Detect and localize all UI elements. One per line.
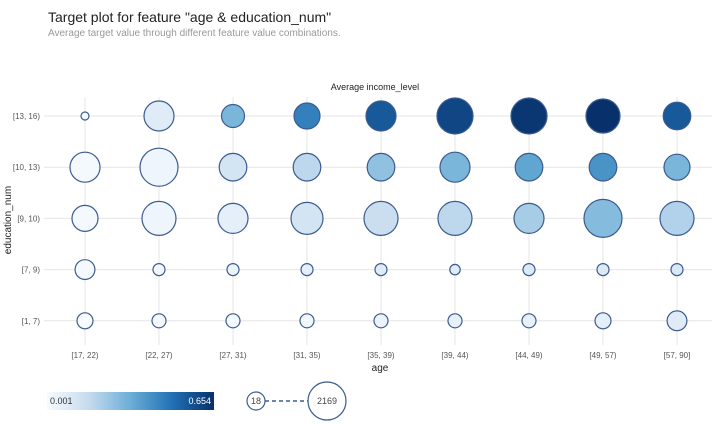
panel-title: Average income_level [331, 82, 419, 92]
bubble [514, 152, 544, 182]
bubble [521, 313, 537, 329]
bubble [293, 102, 321, 130]
bubble [300, 263, 314, 277]
bubble [76, 312, 94, 330]
bubble [374, 263, 388, 277]
color-legend-max: 0.654 [188, 396, 211, 406]
size-legend-max-circle [307, 381, 347, 421]
bubble [139, 147, 179, 187]
x-tick-label: [57, 90] [664, 351, 691, 360]
bubble [220, 103, 246, 129]
bubble [218, 152, 248, 182]
bubble [366, 152, 396, 182]
bubble [363, 200, 399, 236]
color-legend-bar [47, 392, 214, 410]
bubble [373, 313, 389, 329]
bubble [69, 151, 101, 183]
bubble [522, 263, 536, 277]
y-tick-label: [10, 13) [13, 163, 40, 172]
bubble [217, 202, 249, 234]
chart-title: Target plot for feature "age & education… [48, 9, 332, 25]
bubble [290, 201, 324, 235]
bubble [71, 204, 99, 232]
bubble [436, 97, 474, 135]
bubble [513, 202, 545, 234]
bubble [588, 152, 618, 182]
y-tick-label: [13, 16) [13, 112, 40, 121]
x-tick-label: [22, 27) [145, 351, 172, 360]
bubble [225, 313, 241, 329]
size-legend-max: 2169 [317, 396, 337, 406]
bubble [151, 313, 167, 329]
x-tick-label: [17, 22) [71, 351, 98, 360]
bubble [596, 263, 610, 277]
bubble [594, 312, 612, 330]
x-tick-label: [31, 35) [293, 351, 320, 360]
y-tick-label: [1, 7) [22, 317, 41, 326]
bubble [226, 263, 240, 277]
x-tick-label: [35, 39) [367, 351, 394, 360]
bubble [666, 310, 688, 332]
bubble [659, 200, 695, 236]
bubble [585, 98, 621, 134]
x-tick-label: [39, 44) [441, 351, 468, 360]
bubble [143, 100, 175, 132]
size-legend-min-circle [246, 391, 266, 411]
bubble [152, 263, 166, 277]
color-legend-min: 0.001 [50, 396, 73, 406]
bubble [449, 263, 461, 276]
bubble [292, 152, 322, 182]
bubble [510, 97, 548, 135]
y-axis-label: education_num [3, 186, 14, 254]
bubble [365, 100, 397, 132]
y-tick-label: [7, 9) [22, 266, 41, 275]
bubble [439, 151, 471, 183]
bubble [141, 200, 177, 236]
size-legend-min: 18 [251, 396, 261, 406]
x-tick-label: [44, 49) [515, 351, 542, 360]
bubble [80, 111, 90, 121]
x-axis-label: age [372, 363, 389, 374]
bubble [662, 101, 692, 131]
x-tick-label: [49, 57) [589, 351, 616, 360]
bubble [437, 200, 473, 236]
bubble [447, 313, 463, 329]
bubble [670, 263, 684, 277]
bubble [583, 198, 623, 238]
bubble [299, 313, 315, 329]
y-tick-label: [9, 10) [17, 214, 40, 223]
x-tick-label: [27, 31) [219, 351, 246, 360]
bubble [663, 153, 691, 181]
chart-subtitle: Average target value through different f… [48, 28, 341, 39]
bubble [74, 259, 96, 281]
